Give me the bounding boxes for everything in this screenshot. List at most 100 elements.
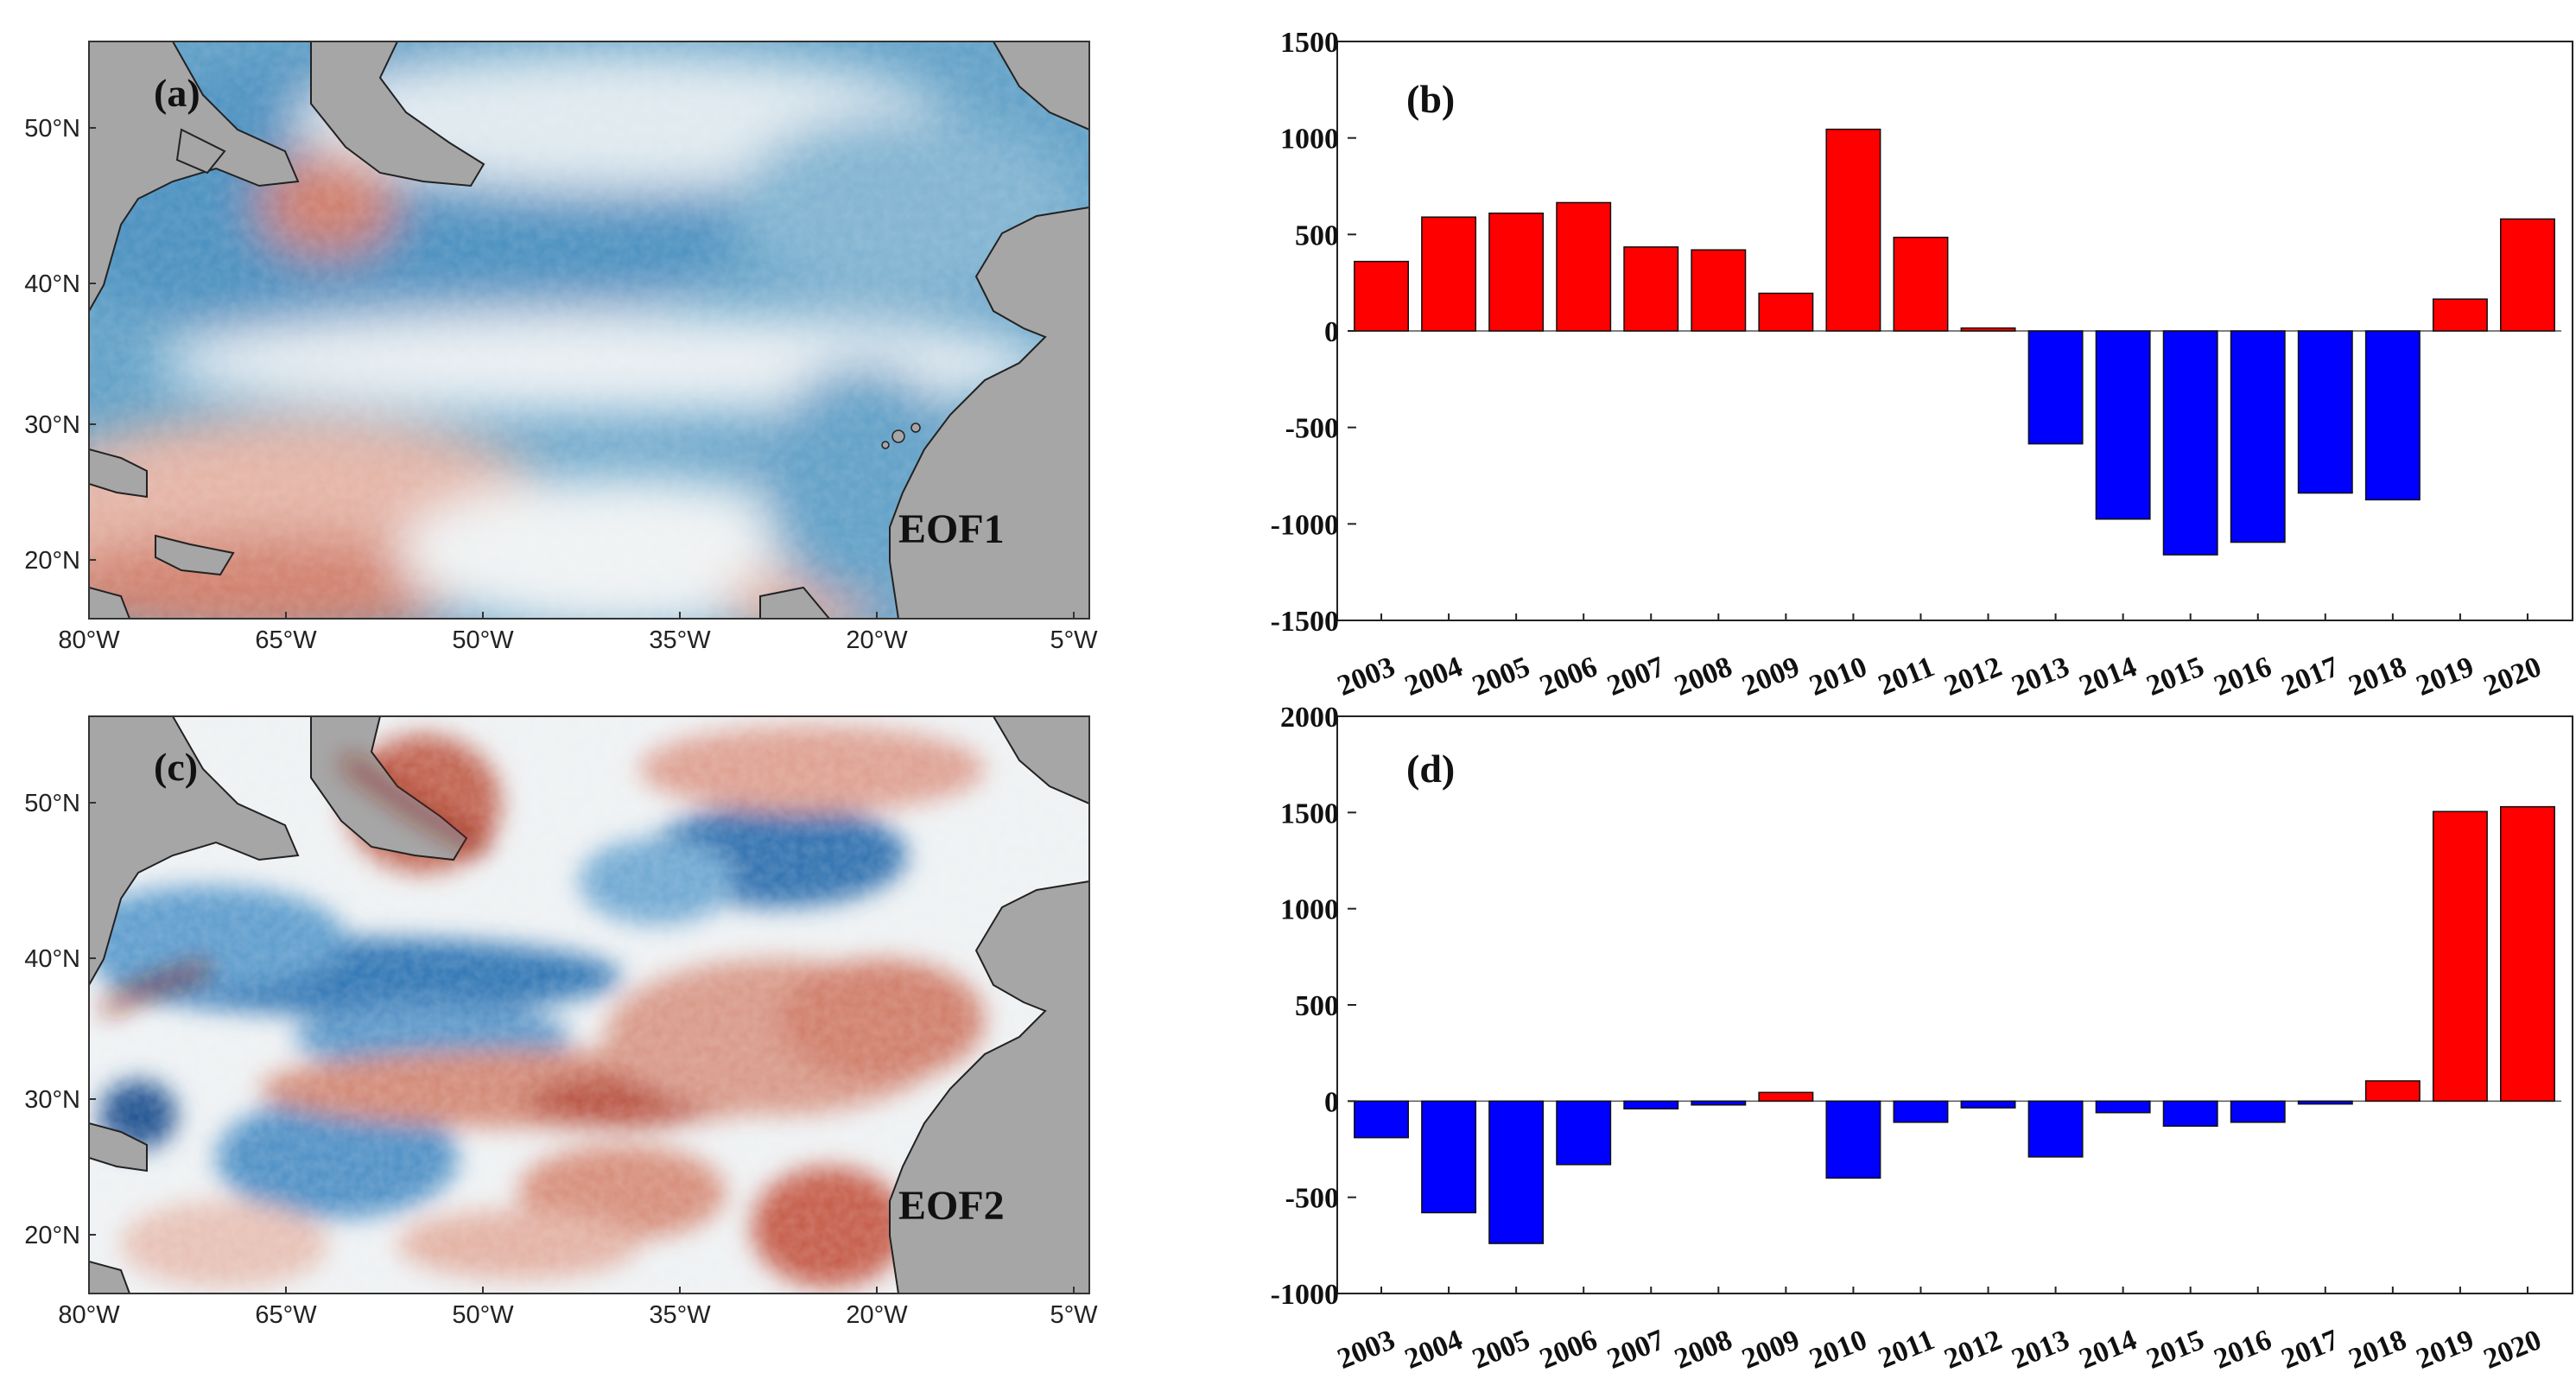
bar-2010 [1825, 1100, 1881, 1179]
y-tick-label: 1500 [1280, 27, 1339, 59]
lon-tick-label: 5°W [1050, 1301, 1098, 1329]
bar-2006 [1556, 1100, 1612, 1166]
x-tick-label: 2014 [2075, 651, 2141, 702]
y-tick-label: 1000 [1280, 124, 1339, 156]
x-tick-label: 2018 [2344, 1324, 2411, 1376]
y-tick-label: 1500 [1280, 798, 1339, 829]
y-tick-label: 0 [1324, 316, 1339, 348]
map-c-panel-label: (c) [154, 745, 198, 789]
lon-tick-label: 50°W [452, 626, 514, 654]
x-tick-label: 2014 [2075, 1324, 2141, 1376]
lon-tick-label: 80°W [58, 1301, 120, 1329]
y-tick-label: -1000 [1271, 509, 1339, 541]
x-tick-label: 2013 [2008, 651, 2074, 702]
x-tick-label: 2012 [1940, 1324, 2007, 1376]
x-tick-label: 2004 [1400, 651, 1467, 702]
x-tick-label: 2015 [2142, 1324, 2209, 1376]
x-tick-label: 2019 [2412, 1324, 2478, 1376]
bar-2009 [1758, 1091, 1814, 1103]
lon-tick-label: 5°W [1050, 626, 1098, 654]
lon-tick-label: 65°W [255, 626, 317, 654]
bar-2007 [1623, 1100, 1679, 1109]
x-tick-label: 2005 [1468, 1324, 1534, 1376]
lon-tick-label: 50°W [452, 1301, 514, 1329]
map-c-frame [88, 715, 1090, 1294]
bar-2012 [1960, 1100, 2016, 1109]
map-a-axes: 80°W 65°W 50°W 35°W 20°W 5°W 50°N 40°N 30°N 20°N [24, 115, 1098, 654]
x-tick-label: 2007 [1602, 651, 1669, 702]
map-c-mode-label: EOF2 [898, 1183, 1005, 1229]
bar-2009 [1758, 292, 1814, 332]
bar-2005 [1488, 213, 1545, 332]
bar-2019 [2432, 810, 2488, 1103]
bar-2010 [1825, 128, 1881, 332]
x-tick-label: 2015 [2142, 651, 2209, 702]
lat-tick-label: 50°N [24, 115, 80, 143]
x-tick-label: 2019 [2412, 651, 2478, 702]
lon-tick-label: 20°W [846, 1301, 908, 1329]
bar-2019 [2432, 298, 2488, 332]
x-tick-label: 2011 [1874, 1324, 1938, 1375]
x-tick-label: 2003 [1333, 1324, 1399, 1376]
bar-2014 [2095, 330, 2151, 520]
y-tick-label: 0 [1324, 1086, 1339, 1118]
bar-2003 [1354, 1100, 1409, 1139]
map-a-panel-label: (a) [154, 71, 200, 115]
x-tick-label: 2013 [2008, 1324, 2074, 1376]
lat-tick-label: 30°N [24, 1086, 80, 1114]
bar-2020 [2500, 805, 2555, 1103]
x-tick-label: 2016 [2210, 651, 2276, 702]
y-tick-label: -1500 [1271, 606, 1339, 638]
lat-tick-label: 40°N [24, 945, 80, 973]
x-tick-label: 2005 [1468, 651, 1534, 702]
x-tick-label: 2012 [1940, 651, 2007, 702]
bar-2006 [1556, 201, 1612, 332]
chart-b-panel-label: (b) [1406, 77, 1455, 121]
y-tick-label: 1000 [1280, 894, 1339, 926]
lon-tick-label: 65°W [255, 1301, 317, 1329]
y-tick-label: 500 [1295, 990, 1339, 1022]
bar-2014 [2095, 1100, 2151, 1114]
map-c-axes: 80°W 65°W 50°W 35°W 20°W 5°W 50°N 40°N 30°N 20°N [24, 790, 1098, 1329]
lat-tick-label: 20°N [24, 547, 80, 575]
x-tick-label: 2007 [1602, 1324, 1669, 1376]
chart-d-panel-label: (d) [1406, 747, 1455, 791]
x-tick-label: 2006 [1535, 1324, 1602, 1376]
bar-2015 [2162, 1100, 2218, 1128]
x-tick-label: 2018 [2344, 651, 2411, 702]
lon-tick-label: 35°W [649, 1301, 711, 1329]
bar-2013 [2027, 1100, 2084, 1158]
bar-2008 [1691, 249, 1747, 332]
bar-2011 [1893, 236, 1949, 332]
x-tick-label: 2011 [1874, 651, 1938, 702]
x-tick-label: 2006 [1535, 651, 1602, 702]
y-tick-label: -500 [1285, 1183, 1339, 1215]
y-tick-label: 500 [1295, 219, 1339, 251]
x-tick-label: 2009 [1737, 1324, 1804, 1376]
bar-2018 [2364, 330, 2421, 501]
map-c: (c) EOF2 [89, 716, 1089, 1293]
lon-tick-label: 20°W [846, 626, 908, 654]
x-tick-label: 2010 [1805, 651, 1872, 702]
bar-2020 [2500, 218, 2555, 332]
bar-2016 [2230, 330, 2286, 543]
bar-2018 [2364, 1080, 2421, 1103]
bar-2017 [2297, 330, 2353, 494]
bar-2007 [1623, 246, 1679, 332]
bar-2013 [2027, 330, 2084, 445]
x-tick-label: 2020 [2479, 1324, 2546, 1376]
lat-tick-label: 40°N [24, 270, 80, 298]
map-a: (a) EOF1 [89, 41, 1089, 619]
bar-2017 [2297, 1100, 2353, 1105]
bar-2012 [1960, 327, 2016, 332]
bar-2005 [1488, 1100, 1545, 1244]
bar-2011 [1893, 1100, 1949, 1123]
bar-2004 [1421, 216, 1477, 332]
y-tick-label: 2000 [1280, 702, 1339, 734]
map-a-land [89, 41, 1089, 619]
x-tick-label: 2020 [2479, 651, 2546, 702]
bar-2003 [1354, 260, 1409, 332]
bar-2008 [1691, 1100, 1747, 1106]
